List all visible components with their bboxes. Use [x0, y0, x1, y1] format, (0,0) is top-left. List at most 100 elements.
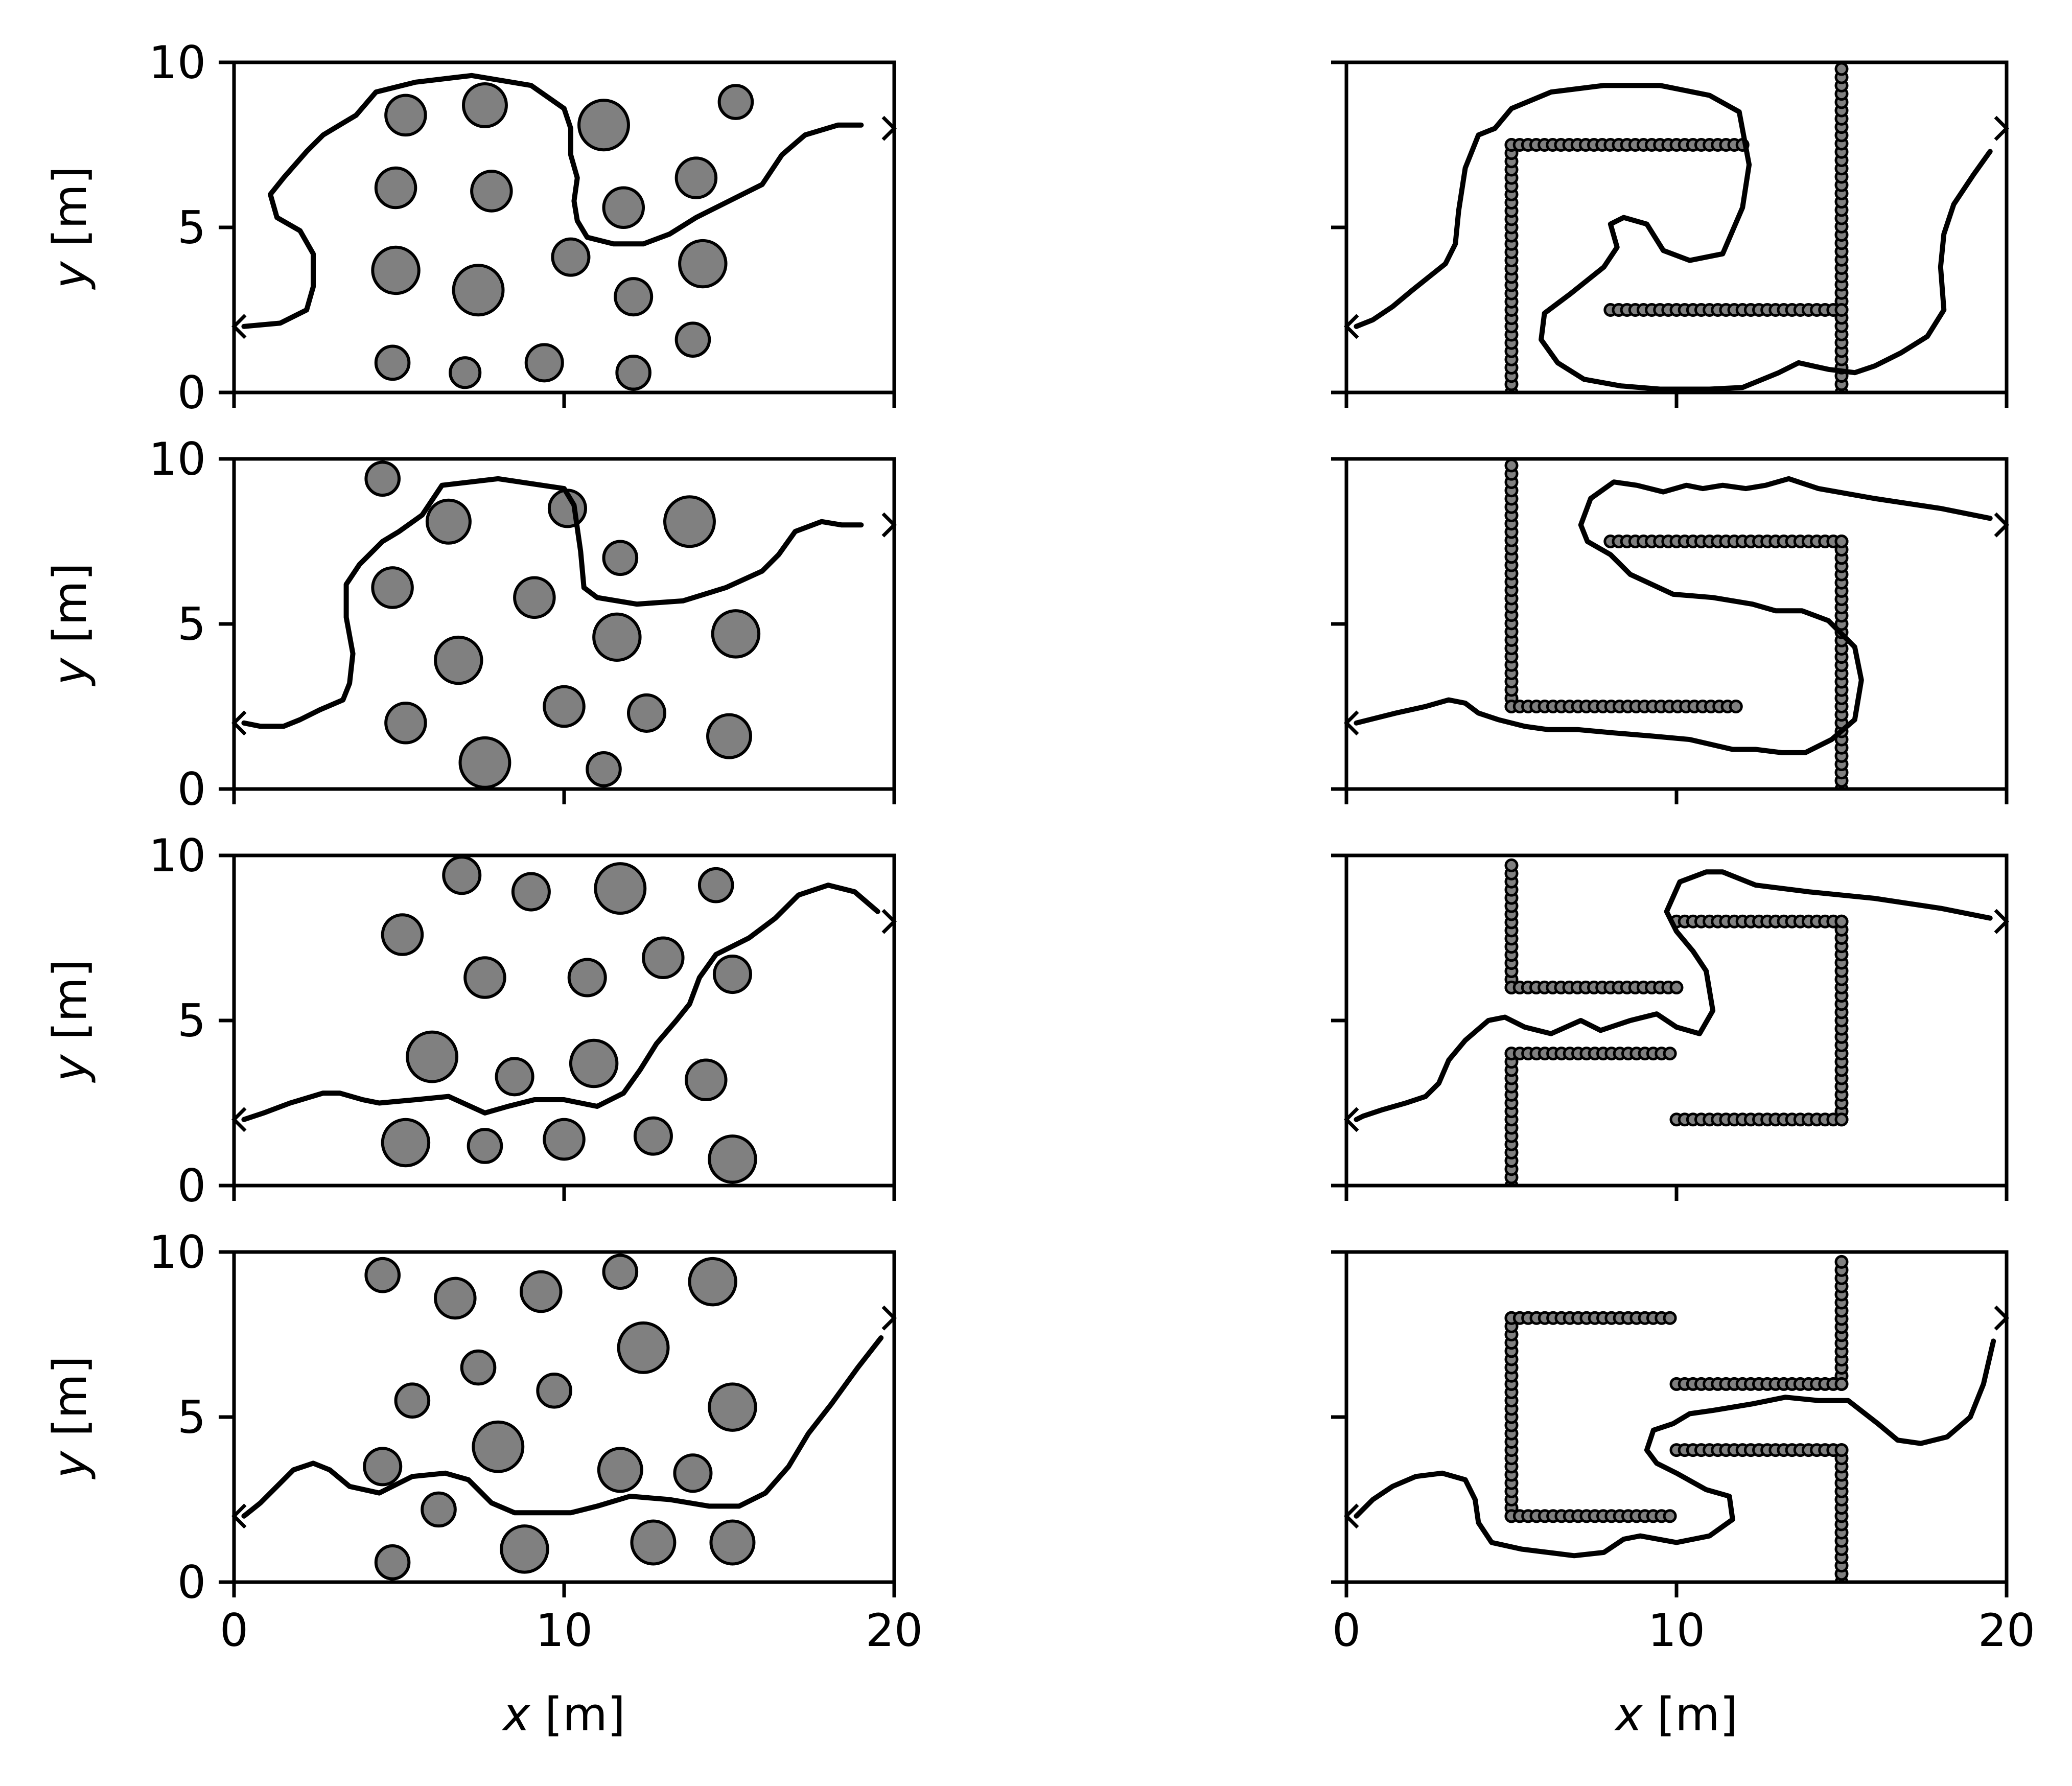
obstacle-circle: [364, 1257, 401, 1293]
wall-dot: [1663, 1509, 1677, 1523]
obstacle-circle: [674, 156, 718, 199]
obstacle-circle: [500, 1524, 549, 1574]
obstacle-circle: [374, 166, 417, 210]
obstacle-circle: [602, 540, 639, 576]
y-tick-label: 5: [177, 1391, 206, 1444]
obstacle-circle: [685, 1058, 728, 1102]
obstacle-circle: [602, 186, 645, 229]
panel-2-1-data: [241, 460, 864, 789]
y-tick-label: 0: [177, 1159, 206, 1212]
obstacle-circle: [688, 1257, 737, 1307]
wall-dot: [1834, 914, 1849, 929]
obstacle-circle: [711, 609, 761, 659]
panel-2-1: 0 5 10 y [m]: [43, 433, 897, 816]
x-axis-label: x [m]: [501, 1688, 625, 1742]
obstacle-circle: [381, 913, 424, 956]
y-axis-label-var: y: [43, 261, 97, 290]
obstacle-circle: [708, 1134, 757, 1184]
obstacle-circle: [421, 1491, 457, 1528]
obstacle-circle: [630, 1519, 677, 1566]
panel-1-2-data: [1354, 62, 1993, 392]
wall-dot: [1834, 535, 1849, 548]
obstacle-circle: [394, 1382, 431, 1419]
obstacle-circle: [615, 354, 651, 391]
obstacle-circle: [520, 1270, 563, 1313]
obstacle-circle: [434, 635, 483, 685]
y-tick-label: 5: [177, 598, 206, 651]
y-axis-label-unit: [m]: [43, 959, 97, 1055]
x-axis-label-unit: [m]: [1642, 1688, 1738, 1742]
obstacle-circle: [434, 1277, 477, 1320]
obstacle-circle: [511, 872, 551, 912]
trajectory-line: [241, 883, 880, 1122]
obstacle-circle: [467, 1128, 503, 1164]
wall-dot: [1663, 1047, 1677, 1061]
y-axis-label: y [m]: [43, 1356, 97, 1480]
trajectory-line: [241, 476, 864, 729]
obstacle-circle: [678, 239, 728, 289]
obstacle-circle: [536, 1373, 572, 1409]
obstacle-circle: [543, 685, 586, 728]
obstacle-circle: [513, 576, 556, 619]
wall-dot: [1834, 1443, 1849, 1457]
obstacle-circle: [543, 1118, 586, 1161]
obstacle-circle: [461, 82, 508, 128]
y-tick-label: 10: [149, 1226, 206, 1279]
y-axis-label-unit: [m]: [43, 1356, 97, 1451]
wall-dot: [1504, 459, 1519, 473]
obstacle-circle: [458, 736, 511, 789]
obstacle-circle: [697, 867, 734, 903]
panel-2-2-data: [1354, 459, 1993, 789]
wall-dot: [1834, 1377, 1849, 1391]
x-axis-label-var: x: [1614, 1688, 1643, 1742]
panel-3-2: [1331, 853, 2009, 1201]
obstacle-circle: [626, 693, 667, 733]
subplot-grid: 0 5 10 y [m] 0 5 10 y [m] 0 5 10 y [m] 0 10 20 0 5 10 y [m…: [43, 36, 2035, 1742]
trajectory-line: [1354, 869, 1993, 1122]
wall-dot: [1663, 1311, 1677, 1325]
x-tick-label: 10: [1648, 1604, 1705, 1657]
obstacle-circle: [371, 566, 414, 609]
wall-dot: [1834, 303, 1849, 317]
obstacle-circle: [663, 495, 716, 548]
obstacle-circle: [712, 955, 752, 994]
x-axis-label-var: x: [501, 1688, 531, 1742]
obstacle-circle: [472, 1420, 525, 1473]
y-tick-label: 0: [177, 763, 206, 816]
wall-dot: [1669, 980, 1684, 994]
obstacle-circle: [374, 344, 411, 381]
wall-dot: [1834, 1255, 1849, 1269]
obstacle-circle: [577, 99, 630, 152]
x-tick-label: 0: [220, 1604, 248, 1657]
y-tick-label: 10: [149, 829, 206, 882]
obstacle-circle: [463, 956, 506, 999]
obstacle-circle: [597, 1447, 643, 1493]
obstacle-circle: [569, 1038, 619, 1088]
trajectory-line: [241, 1335, 884, 1519]
wall-dot: [1834, 62, 1849, 76]
panel-3-1: 0 5 10 y [m]: [43, 829, 897, 1212]
obstacle-circle: [567, 958, 607, 998]
obstacle-circle: [717, 84, 754, 120]
obstacle-circle: [586, 751, 622, 787]
panel-4-1-data: [241, 1254, 884, 1581]
obstacle-circle: [614, 277, 654, 317]
y-axis-label-var: y: [43, 1054, 97, 1083]
obstacle-circle: [374, 1544, 411, 1581]
obstacle-circle: [602, 1254, 639, 1290]
obstacle-circle: [470, 170, 513, 213]
obstacle-circle: [495, 1057, 534, 1097]
y-tick-label: 10: [149, 433, 206, 485]
obstacle-circle: [460, 1349, 497, 1386]
y-tick-label: 0: [177, 1556, 206, 1609]
x-tick-label: 0: [1332, 1604, 1361, 1657]
obstacle-circle: [709, 1519, 756, 1566]
panel-3-1-data: [241, 855, 880, 1184]
y-axis-label-unit: [m]: [43, 563, 97, 658]
x-tick-label: 10: [536, 1604, 593, 1657]
wall-dot: [1504, 858, 1519, 872]
obstacle-circle: [384, 702, 427, 745]
obstacle-circle: [674, 321, 711, 358]
y-tick-label: 5: [177, 994, 206, 1047]
